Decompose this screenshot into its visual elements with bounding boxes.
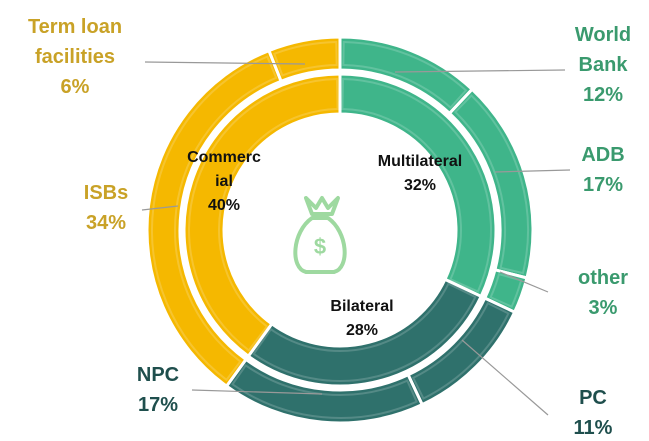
outer-segment-edge (489, 272, 523, 308)
value-label: 3% (588, 297, 618, 319)
leader-line (499, 271, 549, 293)
outer-label: other 3% (563, 263, 643, 323)
inner-segment-edge (341, 78, 492, 293)
outer-label: ADB 17% (563, 140, 643, 200)
value-label: 40% (207, 197, 241, 214)
leader-line (394, 69, 566, 73)
value-label: 17% (137, 394, 179, 416)
inner-label: Commercial 40% (185, 146, 263, 218)
outer-segment-edge (273, 41, 338, 77)
inner-segment-edge (188, 78, 339, 352)
value-label: 28% (345, 322, 379, 339)
outer-segment-edge (151, 55, 278, 382)
value-label: 34% (85, 212, 127, 234)
leader-line (191, 389, 323, 395)
svg-text:$: $ (314, 234, 326, 259)
category-label: other (578, 267, 628, 289)
leader-line (144, 61, 306, 65)
category-label: World Bank (574, 24, 632, 76)
leader-line (141, 205, 179, 211)
outer-label: PC 11% (563, 383, 623, 441)
value-label: 11% (573, 417, 613, 439)
value-label: 17% (582, 174, 624, 196)
category-label: Bilateral (330, 298, 394, 315)
category-label: Commercial (187, 149, 261, 190)
inner-label: Multilateral 32% (355, 150, 485, 198)
outer-segment (267, 35, 342, 84)
outer-label: Term loan facilities 6% (10, 12, 140, 102)
money-bag-icon: $ (293, 196, 347, 274)
category-label: Multilateral (377, 153, 463, 170)
inner-segment (182, 72, 342, 359)
value-label: 32% (403, 177, 437, 194)
outer-segment-edge (453, 94, 529, 275)
outer-label: ISBs 34% (76, 178, 136, 238)
inner-segment (338, 72, 498, 299)
category-label: ADB (581, 144, 625, 166)
outer-segment-edge (411, 301, 510, 400)
inner-label: Bilateral 28% (307, 295, 417, 343)
inner-segment-edge (252, 282, 477, 382)
category-label: Term loan facilities (27, 16, 123, 68)
leader-line (461, 339, 549, 416)
outer-segment-edge (231, 364, 418, 419)
outer-segment-edge (342, 41, 468, 109)
category-label: NPC (136, 364, 180, 386)
leader-line (494, 169, 571, 173)
category-label: PC (579, 387, 607, 409)
outer-label: NPC 17% (128, 360, 188, 420)
value-label: 6% (60, 76, 90, 98)
category-label: ISBs (83, 182, 129, 204)
outer-label: World Bank 12% (563, 20, 643, 110)
value-label: 12% (582, 84, 624, 106)
